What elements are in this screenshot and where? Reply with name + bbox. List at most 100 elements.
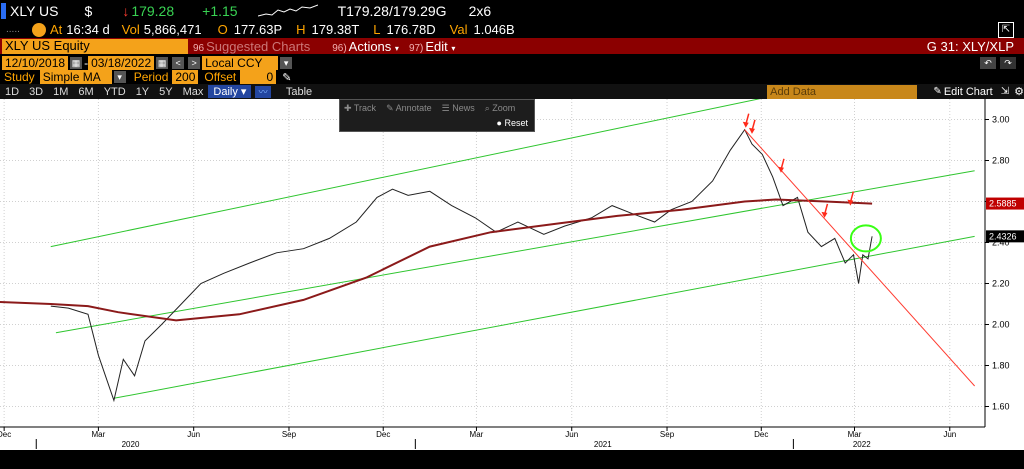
dropdown-icon[interactable]: ▾	[280, 56, 293, 69]
x-year-label: 2022	[853, 440, 871, 449]
popout-icon[interactable]: ⇱	[998, 21, 1014, 38]
last-value-box	[986, 197, 1024, 210]
last-value-label: 2.5885	[989, 199, 1017, 209]
pin-icon[interactable]: ⇲	[1000, 86, 1010, 97]
period-field[interactable]: 200	[172, 70, 199, 84]
open-label: O	[217, 22, 228, 37]
edit-menu[interactable]: 97) Edit ▾	[404, 39, 461, 54]
y-tick-label: 2.80	[992, 156, 1010, 166]
start-date-field[interactable]: 12/10/2018	[2, 55, 69, 70]
news-label: News	[452, 102, 475, 113]
suggested-charts-menu[interactable]: 96 Suggested Charts	[188, 39, 315, 54]
edit-chart-button[interactable]: Edit Chart	[943, 85, 993, 98]
currency-select[interactable]: Local CCY	[202, 55, 279, 70]
study-select[interactable]: Simple MA	[39, 70, 112, 84]
prev-icon[interactable]: <	[172, 56, 185, 69]
actions-menu[interactable]: 96) Actions ▾	[327, 39, 404, 54]
actions-caret-icon: ▾	[394, 43, 399, 53]
actions-label: Actions	[348, 38, 392, 54]
bid-ask: 179.28/179.29	[346, 2, 436, 19]
reset-button[interactable]: ● Reset	[497, 118, 528, 128]
edit-chart-pencil-icon[interactable]: ✎	[933, 86, 942, 97]
x-tick-label: Dec	[0, 430, 11, 439]
quote-details: ..... At 16:34 d Vol 5,866,471 O 177.63 …	[0, 21, 1024, 38]
y-axis: 1.601.802.002.202.402.602.803.002.43262.…	[984, 99, 1024, 427]
bid-ask-size: 2x6	[468, 2, 492, 19]
arrow-marker-head	[777, 166, 784, 173]
next-icon[interactable]: >	[188, 56, 201, 69]
zoom-button[interactable]: ⌕ Zoom	[484, 102, 516, 113]
x-tick-label: Jun	[565, 430, 578, 439]
range-3d[interactable]: 3D	[29, 85, 44, 98]
val-label: Val	[449, 22, 468, 37]
calendar-icon[interactable]: ▦	[70, 56, 83, 69]
y-tick-label: 3.00	[992, 115, 1010, 125]
add-data-field[interactable]: Add Data	[767, 84, 918, 99]
reset-label: Reset	[504, 118, 528, 128]
range-1d[interactable]: 1D	[5, 85, 20, 98]
table-button[interactable]: Table	[285, 85, 313, 98]
at-label: At	[50, 22, 63, 37]
trade-time: 16:34 d	[66, 22, 110, 37]
range-toolbar: 1D 3D 1M 6M YTD 1Y 5Y Max Daily ▾ 〰 Tabl…	[0, 84, 1024, 99]
y-tick-label: 1.60	[992, 402, 1010, 412]
trend-line	[744, 129, 976, 387]
y-tick-label: 2.00	[992, 320, 1010, 330]
arrow-marker-head	[821, 211, 828, 218]
x-tick-label: Dec	[376, 430, 390, 439]
security-field[interactable]: XLY US Equity	[2, 38, 188, 54]
edit-caret-icon: ▾	[451, 43, 456, 53]
x-tick-label: Mar	[848, 430, 862, 439]
price-change: +1.15	[202, 2, 238, 19]
down-arrow-icon: ↓	[122, 2, 130, 19]
gauge-icon[interactable]	[32, 22, 46, 37]
plot-area	[0, 99, 985, 427]
high-label: H	[296, 22, 306, 37]
channel-line	[50, 99, 761, 248]
range-ytd[interactable]: YTD	[103, 85, 126, 98]
gear-icon[interactable]: ⚙	[1014, 86, 1024, 98]
end-date-field[interactable]: 03/18/2022	[88, 55, 155, 70]
range-max[interactable]: Max	[182, 85, 204, 98]
x-tick-label: Mar	[470, 430, 484, 439]
arrow-marker-head	[748, 127, 755, 134]
dropdown-icon[interactable]: ▾	[113, 71, 126, 83]
undo-icon[interactable]: ↶	[980, 56, 996, 69]
y-tick-label: 2.40	[992, 238, 1010, 248]
reset-icon: ●	[496, 118, 502, 128]
annotate-label: Annotate	[395, 102, 432, 113]
channel-line	[55, 170, 975, 334]
channel-line	[113, 235, 975, 399]
calendar-icon[interactable]: ▦	[156, 56, 169, 69]
frequency-select[interactable]: Daily ▾	[208, 85, 252, 98]
ticker[interactable]: XLY US	[10, 2, 59, 19]
x-axis: Dec Mar Jun Sep Dec Mar Jun Sep Dec Mar Jun 2020 202…	[0, 426, 985, 449]
study-controls: Study Simple MA ▾ Period 200 Offset 0 ✎	[0, 70, 1024, 84]
offset-field[interactable]: 0	[240, 70, 277, 84]
track-button[interactable]: ✚ Track	[344, 102, 377, 113]
volume: 5,866,471	[143, 22, 202, 37]
line-chart-icon[interactable]: 〰	[255, 85, 271, 98]
x-tick-label: Sep	[282, 430, 297, 439]
annotate-button[interactable]: ✎ Annotate	[386, 102, 432, 113]
chart-area[interactable]: 1.601.802.002.202.402.602.803.002.43262.…	[0, 99, 1024, 450]
highlight-circle	[849, 224, 882, 253]
range-6m[interactable]: 6M	[78, 85, 94, 98]
range-1m[interactable]: 1M	[53, 85, 69, 98]
pencil-icon[interactable]: ✎	[282, 71, 292, 84]
edit-label: Edit	[425, 38, 448, 54]
value-traded: 1.046B	[473, 22, 515, 37]
track-label: Track	[353, 102, 377, 113]
bid-ask-suffix: G	[435, 2, 447, 19]
suggested-label: Suggested Charts	[206, 38, 311, 54]
annotations	[742, 113, 882, 253]
frequency-label: Daily	[213, 86, 238, 98]
ratio-line	[50, 128, 873, 403]
redo-icon[interactable]: ↷	[1000, 56, 1016, 69]
x-tick-label: Dec	[754, 430, 768, 439]
news-button[interactable]: ☰ News	[441, 102, 475, 113]
actions-num: 96)	[332, 42, 347, 54]
chart-id: G 31: XLY/XLP	[926, 38, 1014, 54]
range-1y[interactable]: 1Y	[135, 85, 150, 98]
range-5y[interactable]: 5Y	[159, 85, 173, 98]
